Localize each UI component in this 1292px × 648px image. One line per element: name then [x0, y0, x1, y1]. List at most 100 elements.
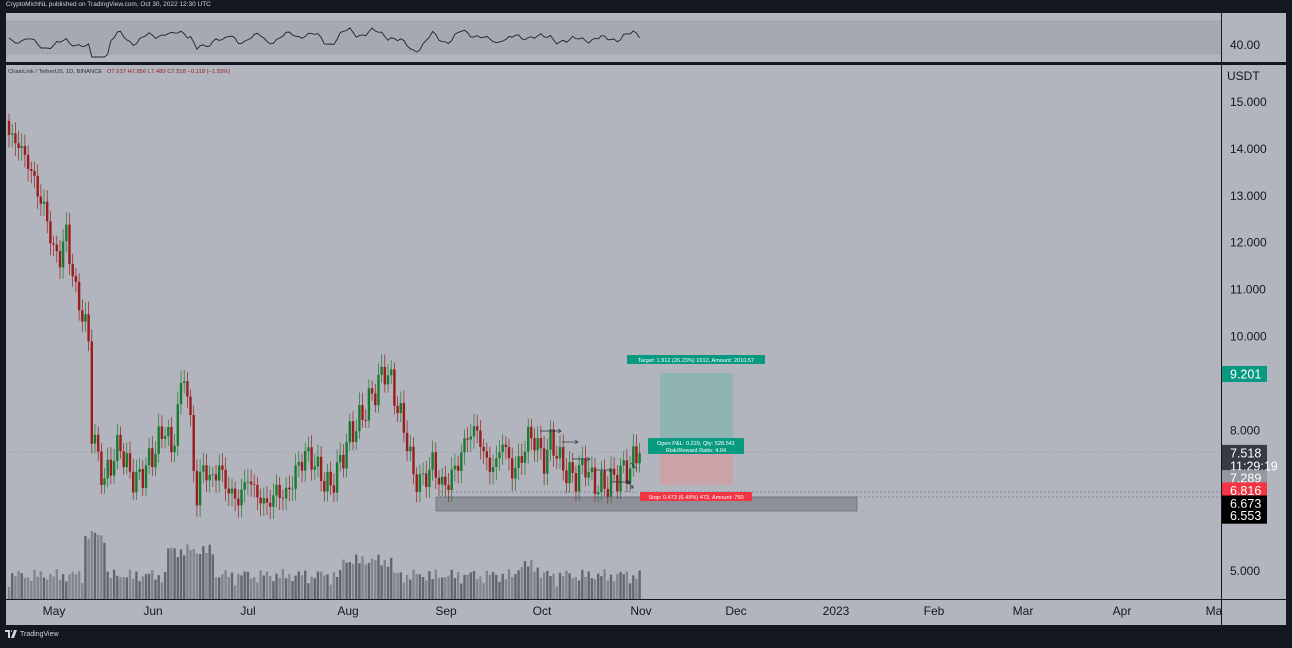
candle-body-96 [313, 466, 316, 470]
price-badge-4: 6.816 [1230, 484, 1261, 498]
main-pane-background [6, 65, 1221, 599]
volume-bar-149 [482, 582, 485, 599]
volume-bar-54 [179, 549, 183, 599]
candle-body-75 [246, 481, 250, 483]
volume-bar-120 [390, 557, 393, 599]
volume-bar-91 [297, 571, 300, 599]
candle-body-165 [533, 438, 536, 451]
candle-body-193 [622, 460, 625, 466]
price-tick-0: 15.000 [1230, 95, 1267, 109]
volume-bar-34 [116, 575, 119, 599]
candle-body-154 [498, 452, 501, 459]
candle-body-192 [619, 465, 622, 492]
candle-body-27 [93, 434, 97, 444]
price-tick-6: 8.000 [1230, 423, 1260, 437]
candle-body-73 [240, 489, 243, 506]
ohlc-values: O7.637 H7.856 L7.480 C7.518 −0.118 (−1.5… [106, 69, 231, 75]
volume-bar-26 [90, 530, 93, 599]
volume-bar-101 [329, 584, 332, 599]
tradingview-logo[interactable]: TradingView [5, 629, 59, 639]
volume-bar-49 [163, 571, 167, 599]
volume-bar-71 [233, 585, 237, 599]
candle-body-156 [504, 444, 508, 447]
candle-body-72 [237, 498, 240, 506]
candle-body-10 [39, 196, 42, 204]
volume-bar-189 [609, 574, 613, 599]
volume-bar-181 [584, 576, 587, 599]
candle-body-131 [425, 473, 428, 487]
candle-body-90 [294, 465, 297, 489]
volume-bar-112 [364, 564, 367, 599]
candle-body-5 [23, 146, 27, 155]
candle-body-186 [600, 470, 603, 493]
price-badge-bg-4 [1222, 482, 1267, 499]
time-label-8: 2023 [823, 604, 850, 618]
volume-bar-75 [246, 571, 250, 599]
volume-bar-64 [211, 554, 214, 599]
time-label-11: Apr [1113, 604, 1132, 618]
volume-bar-113 [367, 562, 371, 599]
target-label: Target: 1.912 (26.23%) 1912, Amount: 201… [638, 358, 754, 364]
candle-body-2 [14, 133, 17, 144]
candle-body-180 [581, 458, 584, 466]
price-badge-1: 7.518 [1230, 446, 1261, 460]
candle-body-195 [628, 468, 632, 484]
volume-bar-41 [138, 581, 141, 599]
candle-layer [7, 113, 641, 520]
candle-body-11 [42, 201, 46, 204]
candle-body-113 [367, 388, 371, 421]
volume-bar-115 [374, 559, 377, 599]
symbol-name: ChainLink / TetherUS, 1D, BINANCE [8, 69, 103, 75]
candle-body-7 [30, 169, 33, 171]
symbol-legend[interactable]: ChainLink / TetherUS, 1D, BINANCE O7.637… [8, 69, 230, 75]
volume-bar-38 [128, 569, 132, 599]
candle-body-134 [434, 452, 437, 478]
volume-bar-136 [441, 577, 444, 599]
volume-bar-1 [11, 573, 14, 599]
time-label-6: Nov [630, 604, 651, 618]
time-label-3: Aug [337, 604, 358, 618]
volume-bar-63 [208, 544, 211, 599]
volume-bar-110 [358, 563, 361, 599]
time-label-7: Dec [725, 604, 746, 618]
candle-body-16 [58, 251, 62, 268]
candle-body-129 [418, 474, 422, 492]
candle-body-178 [574, 473, 578, 492]
volume-bar-161 [520, 567, 523, 599]
candle-body-79 [259, 497, 262, 504]
price-tick-5: 10.000 [1230, 330, 1267, 344]
stop-zone[interactable] [660, 452, 733, 485]
candle-body-21 [74, 276, 78, 282]
volume-bar-73 [240, 575, 243, 599]
price-badge-5: 6.673 [1230, 497, 1261, 511]
volume-bar-74 [243, 571, 246, 599]
candle-body-89 [291, 488, 294, 490]
candle-body-142 [460, 452, 463, 471]
candle-body-85 [278, 484, 281, 498]
volume-bar-77 [253, 577, 256, 599]
candle-body-92 [300, 461, 304, 471]
candle-body-0 [7, 120, 11, 135]
volume-bar-8 [33, 569, 36, 599]
volume-bar-163 [527, 566, 530, 599]
volume-bar-131 [425, 580, 428, 599]
candle-body-117 [380, 366, 383, 375]
volume-bar-39 [132, 579, 135, 599]
candle-body-112 [364, 420, 367, 421]
candle-body-48 [160, 426, 164, 439]
volume-bar-7 [30, 581, 33, 599]
volume-bar-193 [622, 574, 625, 599]
volume-bar-88 [288, 574, 291, 599]
candle-body-56 [186, 381, 189, 397]
price-ticks: 15.000 14.000 13.000 12.000 11.000 10.000 8.00… [1230, 95, 1267, 578]
volume-bar-150 [485, 570, 488, 599]
candle-body-47 [157, 426, 160, 454]
candle-body-160 [517, 456, 520, 468]
candle-body-114 [370, 388, 374, 394]
candle-body-147 [476, 426, 479, 431]
volume-bar-60 [198, 554, 202, 599]
volume-bar-11 [42, 577, 46, 599]
volume-bar-158 [511, 576, 514, 599]
volume-bar-177 [571, 578, 574, 599]
